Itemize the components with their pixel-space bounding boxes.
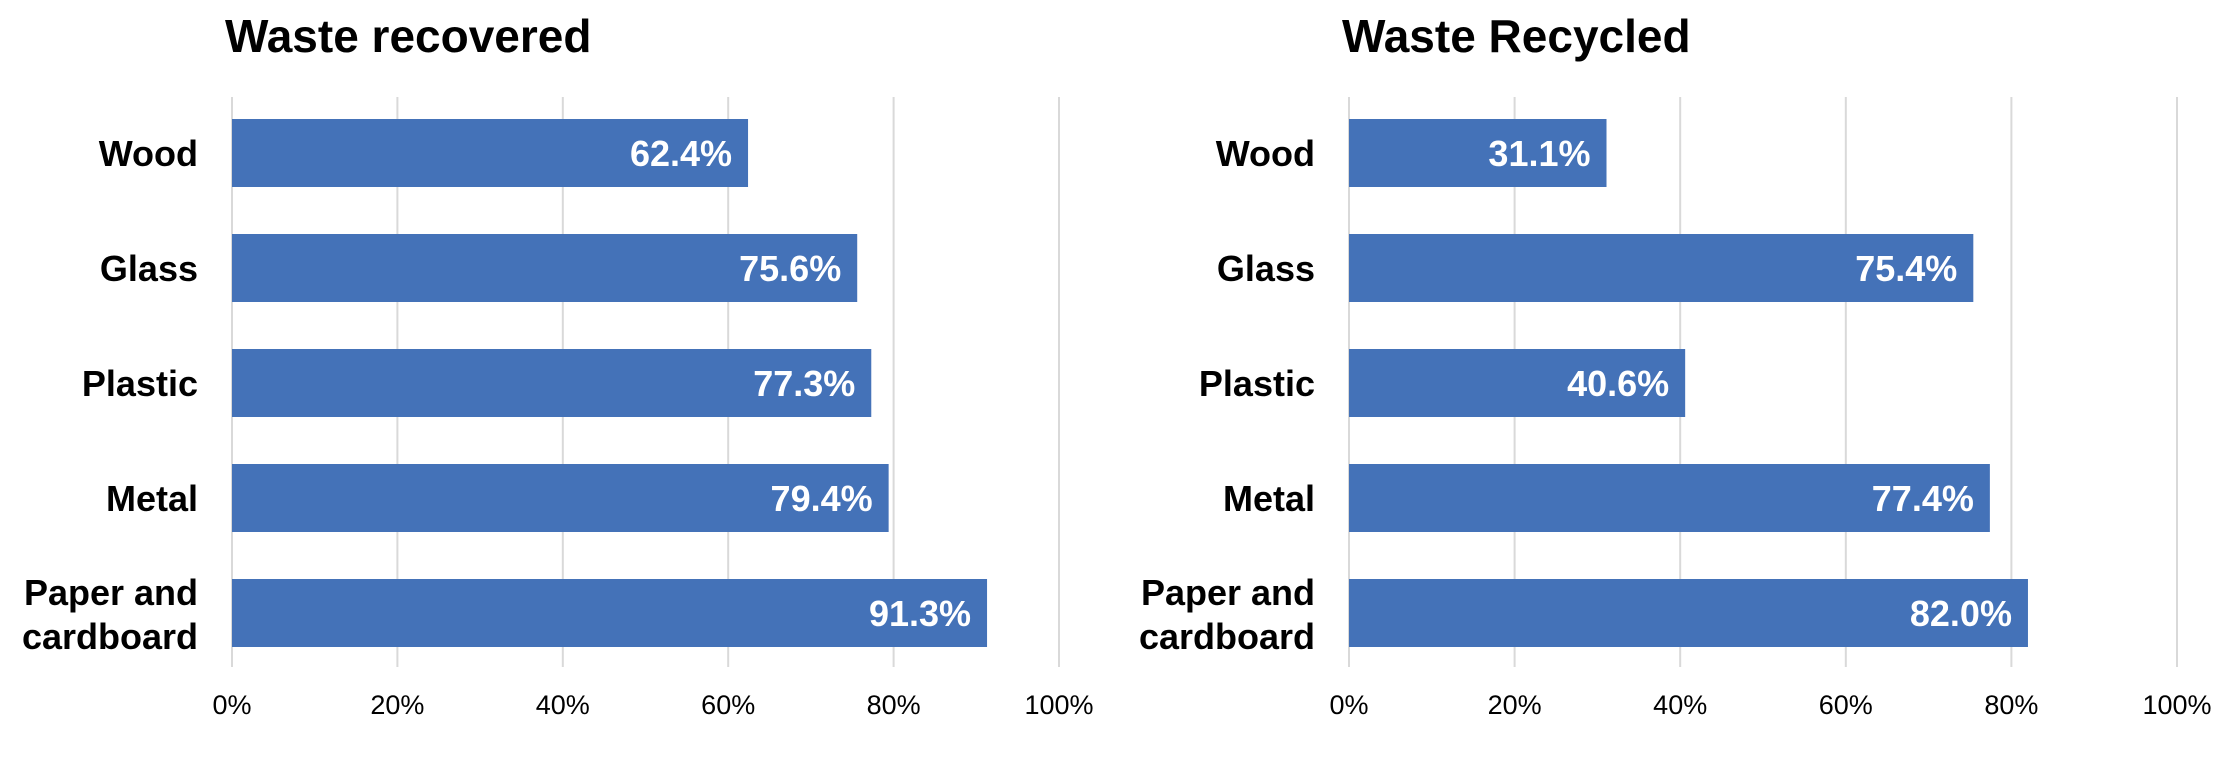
- bar: [1349, 464, 1990, 532]
- x-tick-label: 40%: [536, 690, 590, 720]
- data-label: 75.4%: [1855, 248, 1957, 289]
- x-tick-label: 0%: [1329, 690, 1368, 720]
- category-label: Plastic: [82, 363, 198, 404]
- x-tick-label: 60%: [1819, 690, 1873, 720]
- data-label: 77.3%: [753, 363, 855, 404]
- bar: [1349, 234, 1974, 302]
- x-tick-label: 60%: [701, 690, 755, 720]
- x-tick-label: 80%: [1984, 690, 2038, 720]
- x-tick-label: 100%: [1024, 690, 1093, 720]
- waste-recycled-chart: Waste Recycled 0% 20% 40% 60% 80% 100% Wood 31.…: [1139, 10, 2212, 720]
- data-label: 91.3%: [869, 593, 971, 634]
- x-tick-label: 20%: [1488, 690, 1542, 720]
- data-label: 40.6%: [1567, 363, 1669, 404]
- bar: [232, 579, 988, 647]
- category-label: Wood: [99, 133, 198, 174]
- x-tick-label: 100%: [2142, 690, 2211, 720]
- category-label: Metal: [1223, 478, 1315, 519]
- x-tick-label: 80%: [867, 690, 921, 720]
- bar: [1349, 579, 2028, 647]
- x-tick-label: 20%: [370, 690, 424, 720]
- x-tick-label: 40%: [1653, 690, 1707, 720]
- bar: [232, 349, 872, 417]
- category-label: Plastic: [1199, 363, 1315, 404]
- category-label: Paper and cardboard: [1139, 572, 1315, 657]
- data-label: 79.4%: [771, 478, 873, 519]
- chart-title: Waste Recycled: [1342, 10, 1691, 62]
- category-label: Glass: [1217, 248, 1315, 289]
- bar: [232, 464, 889, 532]
- data-label: 62.4%: [630, 133, 732, 174]
- waste-recovered-chart: Waste recovered 0% 20% 40% 60% 80% 100% Wood 62…: [22, 10, 1094, 720]
- x-tick-label: 0%: [212, 690, 251, 720]
- data-label: 75.6%: [739, 248, 841, 289]
- category-label: Glass: [100, 248, 198, 289]
- bar: [1349, 119, 1607, 187]
- bar: [1349, 349, 1686, 417]
- chart-title: Waste recovered: [225, 10, 591, 62]
- data-label: 31.1%: [1488, 133, 1590, 174]
- category-label: Paper and cardboard: [22, 572, 198, 657]
- category-label: Wood: [1216, 133, 1315, 174]
- data-label: 77.4%: [1872, 478, 1974, 519]
- bar: [232, 234, 858, 302]
- data-label: 82.0%: [1910, 593, 2012, 634]
- category-label: Metal: [106, 478, 198, 519]
- bar: [232, 119, 749, 187]
